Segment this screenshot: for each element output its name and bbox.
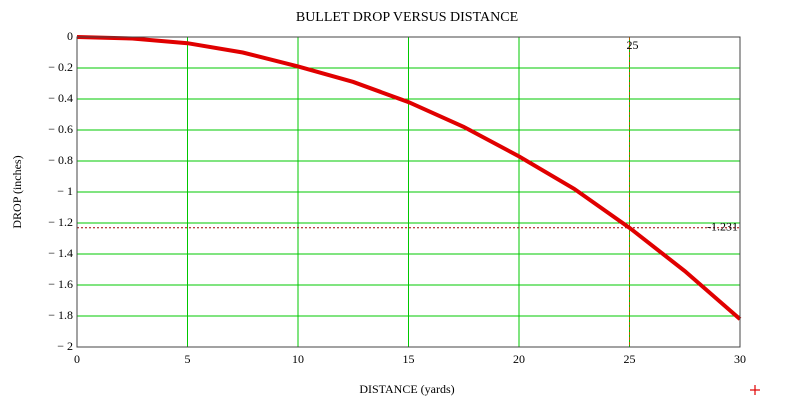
plus-icon: [750, 385, 760, 395]
data-line: [76, 35, 742, 321]
x-tick-label: 5: [185, 352, 191, 366]
x-tick-label: 25: [624, 352, 636, 366]
y-tick-label: − 1.2: [48, 215, 73, 229]
x-tick-label: 15: [403, 352, 415, 366]
x-tick-label: 20: [513, 352, 525, 366]
y-tick-label: − 0.4: [48, 91, 73, 105]
x-tick-label: 0: [74, 352, 80, 366]
chart-title: BULLET DROP VERSUS DISTANCE: [296, 10, 518, 25]
x-tick-label: 10: [292, 352, 304, 366]
y-tick-label: − 2: [57, 339, 73, 353]
y-tick-label: − 0.2: [48, 60, 73, 74]
plot-frame: [76, 36, 741, 348]
x-axis-label: DISTANCE (yards): [359, 382, 454, 396]
x-tick-label: 30: [734, 352, 746, 366]
x-marker-label: 25: [627, 38, 639, 52]
y-tick-label: − 1.4: [48, 246, 73, 260]
y-tick-label: − 0.8: [48, 153, 73, 167]
y-tick-label: − 1: [57, 184, 73, 198]
y-tick-label: − 1.6: [48, 277, 73, 291]
y-marker-label: -1.231: [707, 220, 738, 234]
y-tick-label: − 1.8: [48, 308, 73, 322]
y-tick-label: − 0.6: [48, 122, 73, 136]
y-tick-label: 0: [67, 29, 73, 43]
plot: 0 − 0.2 − 0.4 − 0.6 − 0.8 − 1 − 1.2 − 1.4 − 1.6 −…: [48, 29, 746, 366]
y-axis-label: DROP (inches): [10, 155, 24, 228]
